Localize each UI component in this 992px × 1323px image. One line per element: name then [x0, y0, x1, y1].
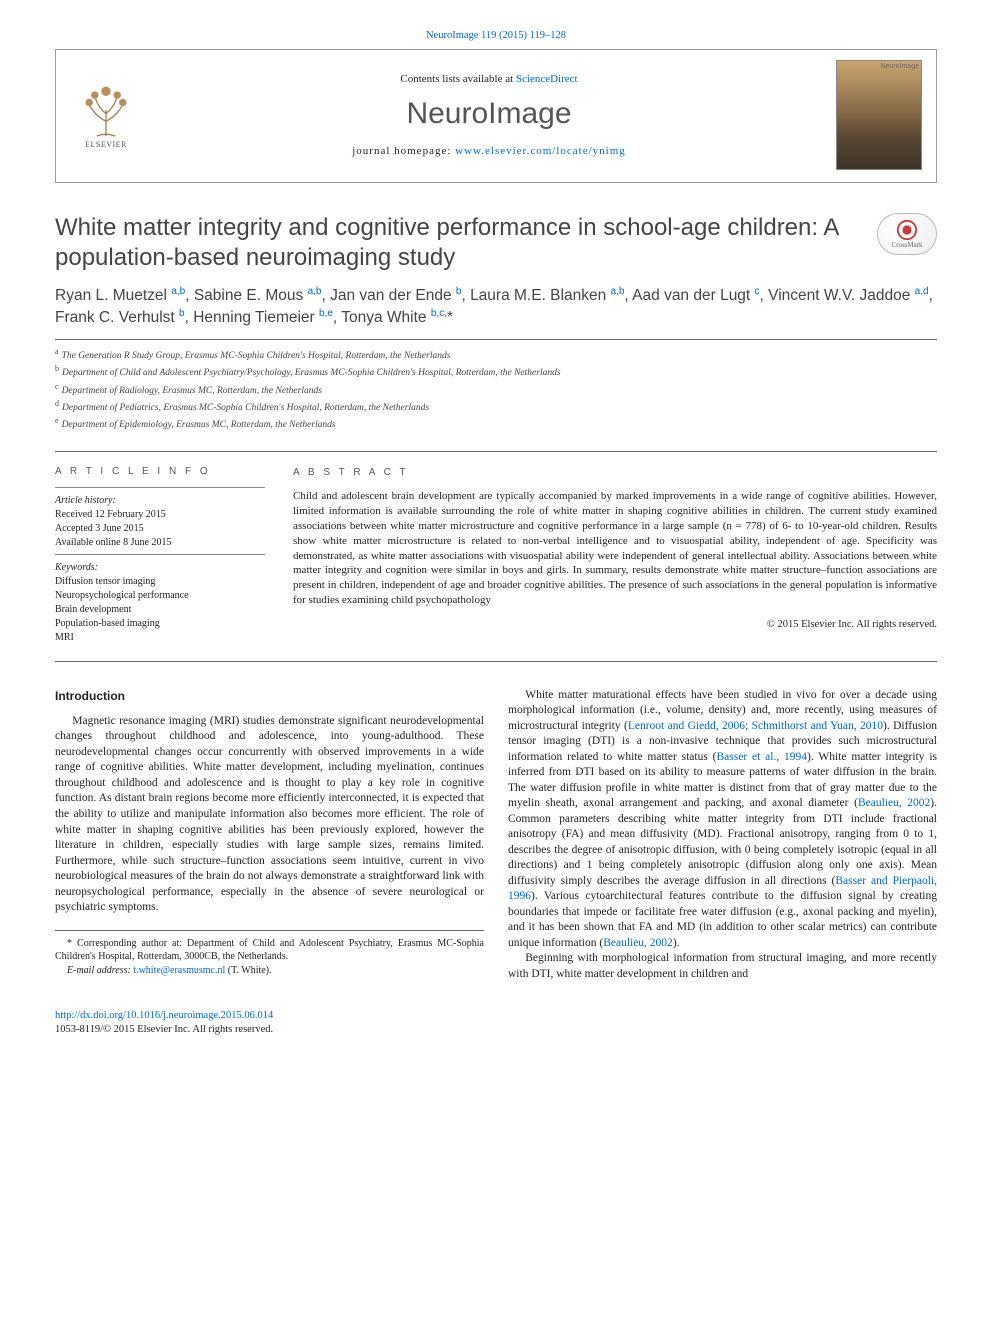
citation-link[interactable]: Basser and Pierpaoli, 1996: [508, 875, 937, 903]
keyword-item: Diffusion tensor imaging: [55, 575, 265, 589]
info-abstract-row: A R T I C L E I N F O Article history: R…: [55, 451, 937, 662]
elsevier-logo: ELSEVIER: [70, 75, 142, 155]
introduction-heading: Introduction: [55, 688, 484, 704]
received-date: Received 12 February 2015: [55, 508, 265, 522]
contents-prefix: Contents lists available at: [400, 73, 515, 85]
page: NeuroImage 119 (2015) 119–128: [0, 0, 992, 1068]
affiliations: aThe Generation R Study Group, Erasmus M…: [55, 339, 937, 433]
elsevier-label: ELSEVIER: [85, 140, 127, 149]
article-info: A R T I C L E I N F O Article history: R…: [55, 466, 265, 645]
affiliation-item: dDepartment of Pediatrics, Erasmus MC-So…: [55, 398, 937, 415]
email-label: E-mail address:: [67, 965, 133, 976]
sciencedirect-link[interactable]: ScienceDirect: [516, 73, 578, 85]
crossmark-icon: [896, 219, 918, 241]
abstract-copyright: © 2015 Elsevier Inc. All rights reserved…: [293, 618, 937, 632]
header-center: Contents lists available at ScienceDirec…: [160, 73, 818, 157]
citation-link[interactable]: Beaulieu, 2002: [603, 937, 673, 949]
journal-name: NeuroImage: [160, 97, 818, 131]
corr-email-link[interactable]: t.white@erasmusmc.nl: [133, 965, 225, 976]
issn-copyright: 1053-8119/© 2015 Elsevier Inc. All right…: [55, 1024, 273, 1035]
citation-link[interactable]: Lenroot and Giedd, 2006; Schmithorst and…: [628, 720, 883, 732]
abstract-text: Child and adolescent brain development a…: [293, 489, 937, 608]
email-person: (T. White).: [225, 965, 271, 976]
keyword-item: Neuropsychological performance: [55, 589, 265, 603]
abstract-heading: A B S T R A C T: [293, 466, 937, 480]
intro-paragraph-2: White matter maturational effects have b…: [508, 688, 937, 952]
journal-cover-thumbnail: NeuroImage: [836, 60, 922, 170]
keyword-item: Population-based imaging: [55, 617, 265, 631]
intro-paragraph-1: Magnetic resonance imaging (MRI) studies…: [55, 714, 484, 916]
doi-link[interactable]: http://dx.doi.org/10.1016/j.neuroimage.2…: [55, 1010, 273, 1021]
intro-paragraph-3: Beginning with morphological information…: [508, 951, 937, 982]
keywords-label: Keywords:: [55, 561, 265, 575]
journal-reference: NeuroImage 119 (2015) 119–128: [55, 30, 937, 41]
citation-link[interactable]: Beaulieu, 2002: [858, 797, 930, 809]
article-info-heading: A R T I C L E I N F O: [55, 466, 265, 477]
online-date: Available online 8 June 2015: [55, 536, 265, 550]
citation-link[interactable]: Basser et al., 1994: [717, 751, 808, 763]
corr-email-line: E-mail address: t.white@erasmusmc.nl (T.…: [55, 964, 484, 978]
keyword-item: MRI: [55, 631, 265, 645]
corresponding-author-footnote: * Corresponding author at: Department of…: [55, 930, 484, 978]
affiliation-item: cDepartment of Radiology, Erasmus MC, Ro…: [55, 381, 937, 398]
corr-author-text: * Corresponding author at: Department of…: [55, 937, 484, 964]
abstract: A B S T R A C T Child and adolescent bra…: [293, 466, 937, 645]
homepage-link[interactable]: www.elsevier.com/locate/ynimg: [455, 145, 626, 157]
contents-available: Contents lists available at ScienceDirec…: [160, 73, 818, 85]
article-title: White matter integrity and cognitive per…: [55, 213, 857, 273]
crossmark-badge[interactable]: CrossMark: [877, 213, 937, 255]
cover-title: NeuroImage: [880, 63, 919, 70]
elsevier-tree-icon: [78, 82, 134, 138]
journal-homepage: journal homepage: www.elsevier.com/locat…: [160, 145, 818, 157]
affiliation-item: bDepartment of Child and Adolescent Psyc…: [55, 363, 937, 380]
crossmark-label: CrossMark: [891, 241, 922, 249]
accepted-date: Accepted 3 June 2015: [55, 522, 265, 536]
keyword-item: Brain development: [55, 603, 265, 617]
affiliation-item: aThe Generation R Study Group, Erasmus M…: [55, 346, 937, 363]
keywords-list: Diffusion tensor imagingNeuropsychologic…: [55, 575, 265, 645]
homepage-prefix: journal homepage:: [352, 145, 455, 157]
title-row: White matter integrity and cognitive per…: [55, 213, 937, 273]
page-footer: http://dx.doi.org/10.1016/j.neuroimage.2…: [55, 1009, 937, 1038]
author-list: Ryan L. Muetzel a,b, Sabine E. Mous a,b,…: [55, 285, 937, 329]
journal-header: ELSEVIER Contents lists available at Sci…: [55, 49, 937, 183]
history-label: Article history:: [55, 494, 265, 508]
journal-ref-link[interactable]: NeuroImage 119 (2015) 119–128: [426, 30, 566, 41]
article-body: Introduction Magnetic resonance imaging …: [55, 688, 937, 983]
affiliation-item: eDepartment of Epidemiology, Erasmus MC,…: [55, 415, 937, 432]
